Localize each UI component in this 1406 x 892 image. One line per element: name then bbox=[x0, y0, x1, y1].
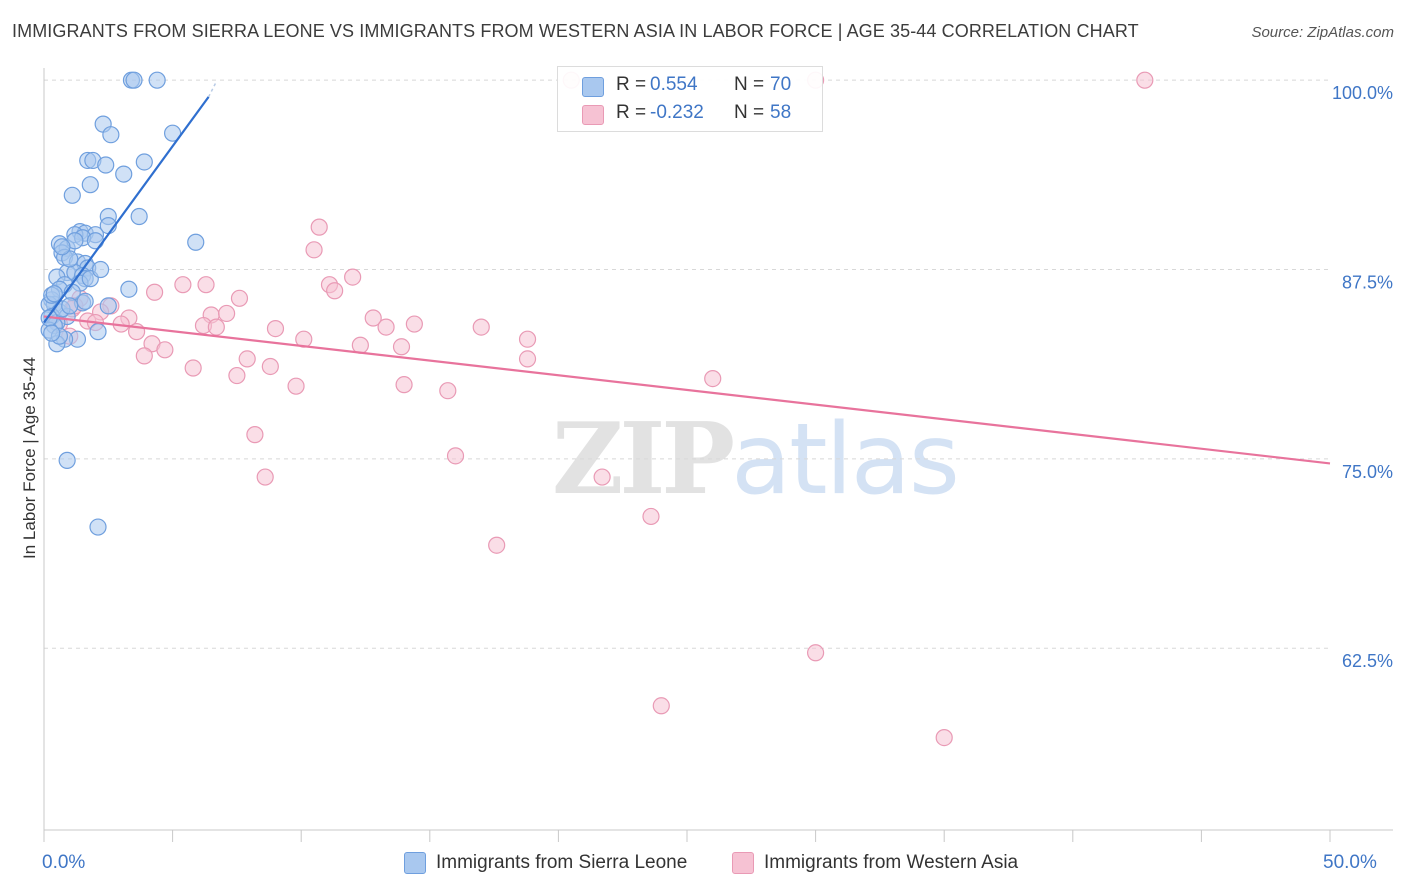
x-tick-label-min: 0.0% bbox=[42, 852, 86, 873]
point-western-asia bbox=[184, 359, 202, 377]
point-sierra-leone bbox=[97, 156, 115, 174]
point-western-asia bbox=[145, 283, 164, 301]
point-sierra-leone bbox=[164, 124, 182, 142]
point-western-asia bbox=[197, 276, 215, 294]
point-western-asia bbox=[246, 426, 264, 444]
point-western-asia bbox=[405, 315, 423, 333]
point-western-asia bbox=[228, 366, 246, 385]
point-western-asia bbox=[305, 241, 323, 259]
point-sierra-leone bbox=[63, 186, 81, 204]
point-western-asia bbox=[230, 289, 249, 307]
point-western-asia bbox=[364, 309, 382, 327]
point-sierra-leone bbox=[91, 260, 110, 279]
point-western-asia bbox=[518, 350, 537, 368]
point-western-asia bbox=[174, 276, 192, 294]
point-western-asia bbox=[238, 350, 256, 368]
point-western-asia bbox=[310, 218, 328, 236]
legend-r-label: R = bbox=[616, 74, 647, 95]
point-western-asia bbox=[377, 318, 395, 336]
watermark-zip: ZIP bbox=[552, 402, 735, 517]
point-sierra-leone bbox=[86, 232, 105, 250]
point-sierra-leone bbox=[102, 126, 120, 144]
point-western-asia bbox=[344, 268, 362, 286]
point-sierra-leone bbox=[115, 165, 133, 183]
legend-n-label: N = bbox=[734, 102, 765, 123]
trendline-sierra-leone-extension bbox=[207, 81, 217, 98]
point-western-asia bbox=[806, 644, 825, 662]
point-sierra-leone bbox=[76, 292, 94, 310]
watermark: ZIPatlas bbox=[552, 402, 960, 517]
point-western-asia bbox=[207, 318, 225, 336]
x-tick-label-max: 50.0% bbox=[1323, 852, 1377, 873]
legend-r-value: -0.232 bbox=[650, 102, 704, 123]
point-sierra-leone bbox=[125, 71, 143, 89]
point-sierra-leone bbox=[81, 176, 99, 194]
point-western-asia bbox=[287, 377, 305, 395]
legend-swatch-blue bbox=[582, 77, 604, 97]
point-western-asia bbox=[652, 697, 670, 715]
trendline-sierra-leone bbox=[43, 96, 210, 324]
point-sierra-leone bbox=[89, 323, 107, 341]
y-tick-label: 62.5% bbox=[1342, 651, 1393, 671]
point-western-asia bbox=[395, 376, 413, 394]
legend-r-value: 0.554 bbox=[650, 74, 698, 95]
trendline-western-asia bbox=[43, 315, 1331, 465]
point-western-asia bbox=[642, 507, 660, 526]
series-legend-swatch-pink bbox=[732, 852, 754, 874]
y-tick-label: 100.0% bbox=[1332, 83, 1393, 103]
point-sierra-leone bbox=[58, 451, 76, 469]
series-legend-label-sierra-leone: Immigrants from Sierra Leone bbox=[436, 852, 688, 873]
point-sierra-leone bbox=[135, 153, 153, 171]
watermark-atlas: atlas bbox=[731, 403, 960, 517]
point-western-asia bbox=[935, 728, 953, 747]
legend-swatch-pink bbox=[582, 105, 604, 125]
legend-r-label: R = bbox=[616, 102, 647, 123]
point-sierra-leone bbox=[53, 238, 71, 256]
point-sierra-leone bbox=[130, 207, 148, 226]
point-sierra-leone bbox=[89, 518, 107, 536]
chart-title: IMMIGRANTS FROM SIERRA LEONE VS IMMIGRAN… bbox=[12, 21, 1139, 41]
series-legend: Immigrants from Sierra Leone Immigrants … bbox=[0, 850, 1406, 878]
point-western-asia bbox=[351, 336, 369, 354]
point-western-asia bbox=[488, 536, 506, 554]
point-sierra-leone bbox=[61, 250, 79, 268]
point-western-asia bbox=[256, 468, 274, 486]
point-western-asia bbox=[593, 468, 611, 486]
point-western-asia bbox=[218, 304, 236, 323]
point-western-asia bbox=[446, 447, 465, 465]
series-legend-label-western-asia: Immigrants from Western Asia bbox=[764, 852, 1019, 873]
point-sierra-leone bbox=[187, 233, 205, 251]
point-western-asia bbox=[156, 341, 174, 359]
point-sierra-leone bbox=[120, 280, 138, 298]
point-western-asia bbox=[392, 338, 411, 356]
correlation-legend: R = 0.554 N = 70 R = -0.232 N = 58 bbox=[557, 66, 823, 132]
legend-n-label: N = bbox=[734, 74, 765, 95]
point-sierra-leone bbox=[43, 324, 61, 342]
legend-n-value: 58 bbox=[770, 102, 792, 123]
point-western-asia bbox=[704, 369, 722, 388]
point-western-asia bbox=[135, 347, 153, 365]
y-tick-label: 75.0% bbox=[1342, 462, 1393, 482]
y-axis-title: In Labor Force | Age 35-44 bbox=[20, 357, 39, 559]
y-tick-label: 87.5% bbox=[1342, 273, 1393, 293]
series-legend-swatch-blue bbox=[404, 852, 426, 874]
point-western-asia bbox=[261, 357, 279, 376]
point-western-asia bbox=[1136, 71, 1154, 89]
point-sierra-leone bbox=[61, 297, 79, 315]
point-sierra-leone bbox=[148, 71, 166, 89]
point-western-asia bbox=[266, 320, 285, 338]
source-credit: Source: ZipAtlas.com bbox=[1251, 24, 1394, 41]
point-western-asia bbox=[326, 282, 344, 300]
point-sierra-leone bbox=[45, 285, 63, 303]
point-sierra-leone bbox=[99, 297, 117, 315]
point-western-asia bbox=[472, 318, 490, 336]
point-western-asia bbox=[439, 382, 457, 400]
legend-n-value: 70 bbox=[770, 74, 792, 95]
point-western-asia bbox=[518, 330, 537, 348]
